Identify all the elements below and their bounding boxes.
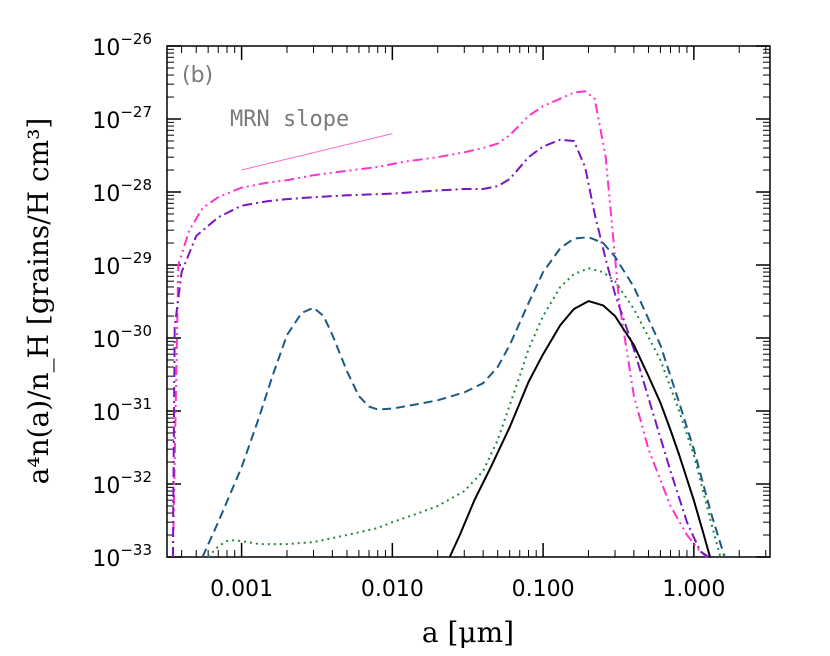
y-tick-label: 10−31 — [92, 395, 152, 426]
x-tick-label: 0.010 — [361, 577, 424, 602]
x-tick-label: 1.000 — [662, 577, 725, 602]
x-tick-label: 0.001 — [210, 577, 273, 602]
magenta-curve — [171, 90, 708, 558]
mrn-slope-label: MRN slope — [230, 107, 349, 132]
series-lines — [171, 90, 726, 558]
y-tick-labels: 10−33 10−32 10−31 10−30 10−29 10−28 10−27 10−26 — [92, 30, 152, 572]
mrn-slope-line — [241, 133, 393, 171]
blue-dashed-curve — [201, 236, 726, 558]
black-solid-curve — [448, 300, 711, 558]
x-axis-title: a [μm] — [422, 616, 514, 649]
y-tick-label: 10−29 — [92, 249, 152, 280]
y-axis-title: a⁴n(a)/n_H [grains/H cm³] — [22, 118, 55, 485]
y-tick-label: 10−26 — [92, 30, 152, 61]
x-tick-label: 0.100 — [512, 577, 575, 602]
y-tick-label: 10−33 — [92, 541, 152, 572]
purple-curve — [171, 138, 710, 558]
y-tick-label: 10−27 — [92, 103, 152, 134]
x-tick-labels: 0.001 0.010 0.100 1.000 — [210, 577, 725, 602]
y-tick-label: 10−32 — [92, 468, 152, 499]
y-tick-label: 10−30 — [92, 322, 152, 353]
y-tick-label: 10−28 — [92, 176, 152, 207]
panel-label: (b) — [182, 63, 213, 88]
plot-frame — [166, 45, 771, 558]
green-dotted-curve — [207, 267, 722, 558]
axis-ticks — [167, 45, 770, 558]
